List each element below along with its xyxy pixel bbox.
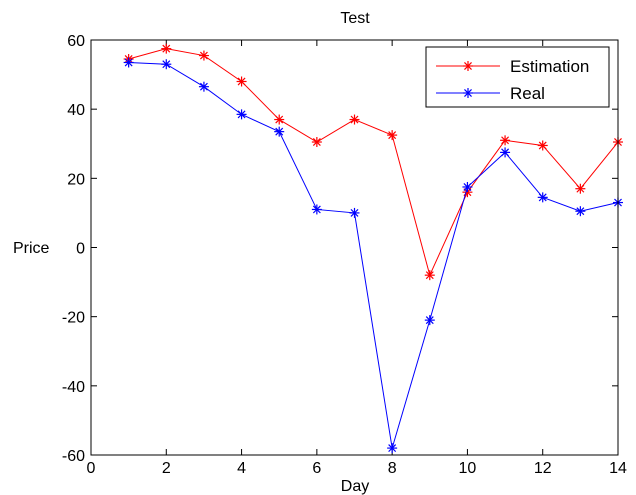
data-point-estimation — [424, 270, 435, 281]
data-point-real — [311, 204, 322, 215]
y-tick-label: 20 — [67, 171, 85, 188]
data-point-real — [198, 81, 209, 92]
y-tick-label: -20 — [62, 310, 85, 327]
data-point-estimation — [537, 140, 548, 151]
data-point-estimation — [161, 43, 172, 54]
x-axis-label: Day — [341, 478, 369, 495]
data-point-estimation — [500, 135, 511, 146]
legend-marker-real — [463, 88, 473, 98]
plot-area-frame — [90, 39, 619, 456]
x-tick-label: 2 — [162, 460, 171, 477]
y-tick-label: 60 — [67, 33, 85, 50]
y-tick-label: -60 — [62, 448, 85, 465]
data-point-estimation — [311, 137, 322, 148]
legend: Estimation Real — [425, 46, 610, 108]
series-line-estimation — [128, 48, 619, 277]
data-point-real — [424, 315, 435, 326]
y-tick-label: -40 — [62, 379, 85, 396]
chart-title: Test — [340, 10, 370, 27]
legend-marker-estimation — [463, 61, 473, 71]
x-tick-label: 0 — [87, 460, 96, 477]
data-point-estimation — [575, 183, 586, 194]
x-tick-label: 10 — [459, 460, 477, 477]
legend-swatch-real — [436, 88, 500, 98]
legend-box — [425, 46, 610, 108]
legend-label-estimation: Estimation — [510, 57, 589, 76]
x-tick-label: 6 — [312, 460, 321, 477]
y-tick-label: 40 — [67, 102, 85, 119]
y-axis-label: Price — [13, 240, 50, 257]
legend-label-real: Real — [510, 84, 545, 103]
data-point-estimation — [198, 50, 209, 61]
data-point-real — [236, 109, 247, 120]
series-layer — [123, 43, 623, 454]
data-point-real — [537, 192, 548, 203]
data-point-real — [123, 57, 134, 68]
data-point-real — [500, 147, 511, 158]
data-point-estimation — [274, 114, 285, 125]
data-point-estimation — [349, 114, 360, 125]
data-point-estimation — [387, 130, 398, 141]
series-line-real — [128, 61, 619, 449]
data-point-real — [462, 181, 473, 192]
x-tick-label: 12 — [534, 460, 552, 477]
x-tick-label: 14 — [609, 460, 627, 477]
x-tick-label: 4 — [237, 460, 246, 477]
data-point-estimation — [236, 76, 247, 87]
legend-swatch-estimation — [436, 61, 500, 71]
data-point-real — [161, 59, 172, 70]
data-point-real — [387, 443, 398, 454]
y-tick-label: 0 — [76, 241, 85, 258]
data-point-real — [274, 126, 285, 137]
data-point-real — [349, 207, 360, 218]
x-tick-label: 8 — [388, 460, 397, 477]
data-point-real — [575, 206, 586, 217]
